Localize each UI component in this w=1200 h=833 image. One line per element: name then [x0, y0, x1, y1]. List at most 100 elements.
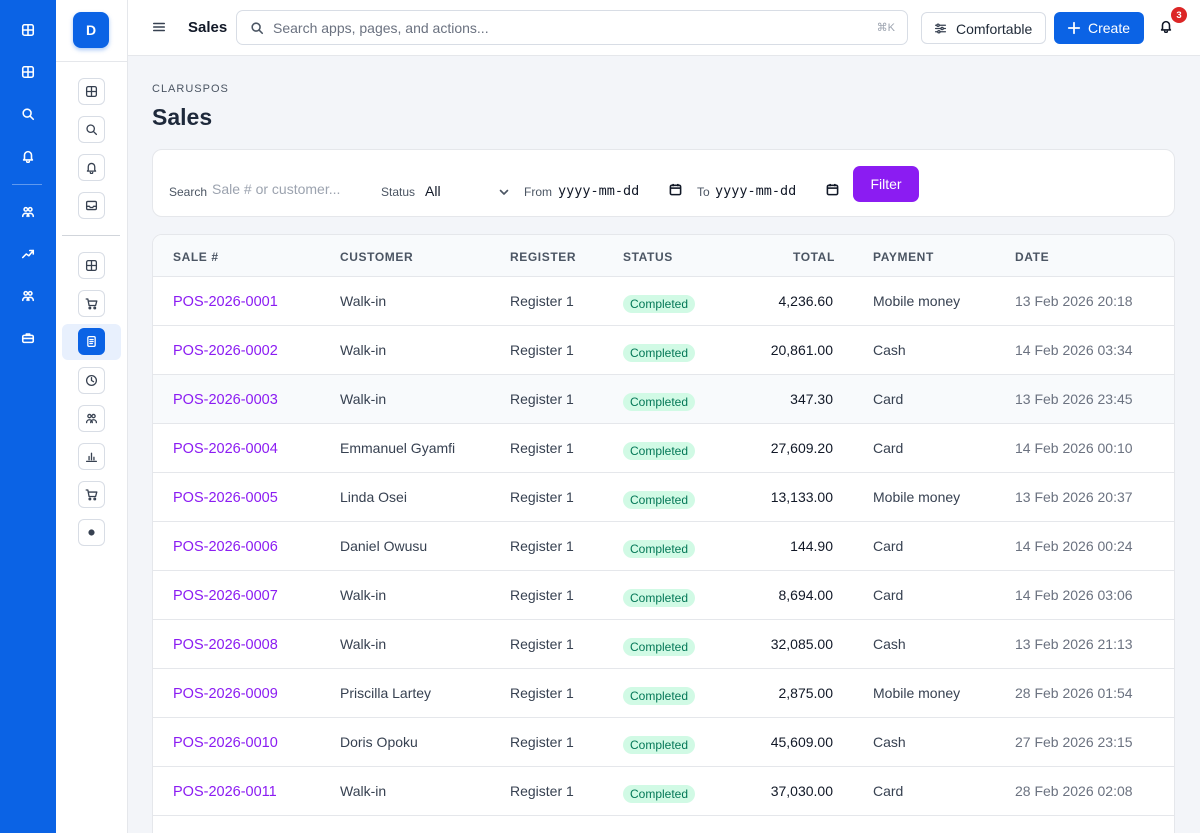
column-header-register[interactable]: REGISTER — [510, 250, 577, 264]
column-header-customer[interactable]: CUSTOMER — [340, 250, 414, 264]
register-cell: Register 1 — [510, 342, 574, 358]
status-badge: Completed — [623, 785, 696, 803]
search-icon — [251, 22, 264, 35]
table-row[interactable]: POS-2026-0009 Priscilla Lartey Register 1 2… — [153, 669, 1174, 718]
table-row[interactable]: POS-2026-0007 Walk-in Register 1 8,694.00 Ca… — [153, 571, 1174, 620]
customer-cell: Emmanuel Gyamfi — [340, 440, 456, 456]
sidebar-item-dashboard[interactable] — [78, 252, 105, 279]
sale-number-link[interactable]: POS-2026-0011 — [173, 784, 277, 800]
column-header-sale[interactable]: SALE # — [173, 250, 219, 264]
status-filter-label: Status — [381, 185, 416, 199]
density-toggle-button[interactable]: Comfortable — [921, 12, 1046, 44]
grid-icon[interactable] — [14, 58, 42, 86]
sidebar-item-customers[interactable] — [78, 405, 105, 432]
top-bar-title: Sales — [188, 19, 228, 36]
customer-cell: Daniel Owusu — [340, 538, 428, 554]
status-badge: Completed — [623, 491, 696, 509]
table-row[interactable]: POS-2026-0005 Linda Osei Register 1 13,133.… — [153, 473, 1174, 522]
date-cell: 28 Feb 2026 02:08 — [1015, 783, 1133, 799]
sale-number-link[interactable]: POS-2026-0007 — [173, 588, 278, 604]
total-cell: 27,609.20 — [770, 440, 833, 456]
filter-button[interactable]: Filter — [853, 166, 919, 202]
sales-table: SALE # CUSTOMER REGISTER STATUS TOTAL PA… — [152, 234, 1175, 833]
date-cell: 13 Feb 2026 20:18 — [1015, 293, 1133, 309]
from-date-input[interactable]: yyyy-mm-dd — [558, 183, 640, 199]
search-icon — [86, 124, 98, 136]
table-row[interactable]: POS-2026-0006 Daniel Owusu Register 1 144.9… — [153, 522, 1174, 571]
density-label: Comfortable — [956, 21, 1033, 37]
trending-up-icon[interactable] — [14, 240, 42, 268]
sale-number-link[interactable]: POS-2026-0010 — [173, 735, 278, 751]
table-row[interactable]: Completed — [153, 816, 1174, 833]
table-row[interactable]: POS-2026-0002 Walk-in Register 1 20,861.00 C… — [153, 326, 1174, 375]
create-button[interactable]: Create — [1054, 12, 1144, 44]
column-header-status[interactable]: STATUS — [623, 250, 673, 264]
avatar[interactable]: D — [73, 12, 109, 48]
register-cell: Register 1 — [510, 489, 574, 505]
sale-number-link[interactable]: POS-2026-0008 — [173, 637, 278, 653]
customer-cell: Walk-in — [340, 636, 387, 652]
chevron-down-icon[interactable] — [498, 185, 510, 197]
status-select[interactable]: All — [425, 183, 441, 199]
bell-icon[interactable] — [14, 142, 42, 170]
sale-number-link[interactable]: POS-2026-0006 — [173, 539, 278, 555]
sidebar-item-reports[interactable] — [78, 443, 105, 470]
briefcase-icon[interactable] — [14, 324, 42, 352]
sidebar-item-search[interactable] — [78, 116, 105, 143]
bar-chart-icon — [85, 452, 98, 463]
sidebar-item-settings[interactable] — [78, 519, 105, 546]
sale-number-link[interactable]: POS-2026-0004 — [173, 441, 278, 457]
sale-number-link[interactable]: POS-2026-0002 — [173, 343, 278, 359]
sidebar-item-notifications[interactable] — [78, 154, 105, 181]
sidebar-header-divider — [56, 61, 128, 62]
total-cell: 2,875.00 — [778, 685, 834, 701]
sidebar-item-pos[interactable] — [78, 290, 105, 317]
calendar-icon[interactable] — [669, 183, 683, 197]
sliders-icon — [934, 23, 947, 34]
search-input[interactable] — [273, 17, 853, 39]
menu-toggle-button[interactable] — [150, 18, 168, 36]
rail-divider — [12, 184, 42, 185]
calendar-icon[interactable] — [826, 183, 840, 197]
notifications-button[interactable] — [1159, 19, 1177, 37]
sidebar-item-history[interactable] — [78, 367, 105, 394]
sale-number-link[interactable]: POS-2026-0005 — [173, 490, 278, 506]
table-row[interactable]: POS-2026-0011 Walk-in Register 1 37,030.00 C… — [153, 767, 1174, 816]
table-row[interactable]: POS-2026-0001 Walk-in Register 1 4,236.60 Mo… — [153, 277, 1174, 326]
status-badge: Completed — [623, 540, 696, 558]
table-row[interactable]: POS-2026-0010 Doris Opoku Register 1 45,609… — [153, 718, 1174, 767]
register-cell: Register 1 — [510, 538, 574, 554]
payment-cell: Mobile money — [873, 685, 961, 701]
users-icon[interactable] — [14, 282, 42, 310]
global-search[interactable]: ⌘K — [236, 10, 908, 45]
users-icon[interactable] — [14, 198, 42, 226]
payment-cell: Mobile money — [873, 293, 961, 309]
sale-number-link[interactable]: POS-2026-0001 — [173, 294, 278, 310]
column-header-payment[interactable]: PAYMENT — [873, 250, 934, 264]
grid-icon[interactable] — [14, 16, 42, 44]
table-row[interactable]: POS-2026-0003 Walk-in Register 1 347.30 Card… — [153, 375, 1174, 424]
register-cell: Register 1 — [510, 587, 574, 603]
sale-number-link[interactable]: POS-2026-0003 — [173, 392, 278, 408]
grid-icon — [85, 259, 98, 272]
sale-search-input[interactable] — [212, 181, 372, 197]
table-row[interactable]: POS-2026-0004 Emmanuel Gyamfi Register 1 27… — [153, 424, 1174, 473]
sidebar-item-apps[interactable] — [78, 78, 105, 105]
table-row[interactable]: POS-2026-0008 Walk-in Register 1 32,085.00 C… — [153, 620, 1174, 669]
search-icon[interactable] — [14, 100, 42, 128]
sidebar-item-sales[interactable] — [78, 328, 105, 355]
to-date-input[interactable]: yyyy-mm-dd — [715, 183, 797, 199]
status-badge: Completed — [623, 687, 696, 705]
customer-cell: Walk-in — [340, 587, 387, 603]
date-cell: 14 Feb 2026 03:06 — [1015, 587, 1133, 603]
sidebar-item-orders[interactable] — [78, 481, 105, 508]
column-header-total[interactable]: TOTAL — [793, 250, 835, 264]
status-badge: Completed — [623, 589, 696, 607]
payment-cell: Cash — [873, 342, 906, 358]
total-cell: 13,133.00 — [770, 489, 833, 505]
column-header-date[interactable]: DATE — [1015, 250, 1050, 264]
sidebar-item-inbox[interactable] — [78, 192, 105, 219]
sale-number-link[interactable]: POS-2026-0009 — [173, 686, 278, 702]
register-cell: Register 1 — [510, 783, 574, 799]
from-date-label: From — [524, 185, 552, 199]
